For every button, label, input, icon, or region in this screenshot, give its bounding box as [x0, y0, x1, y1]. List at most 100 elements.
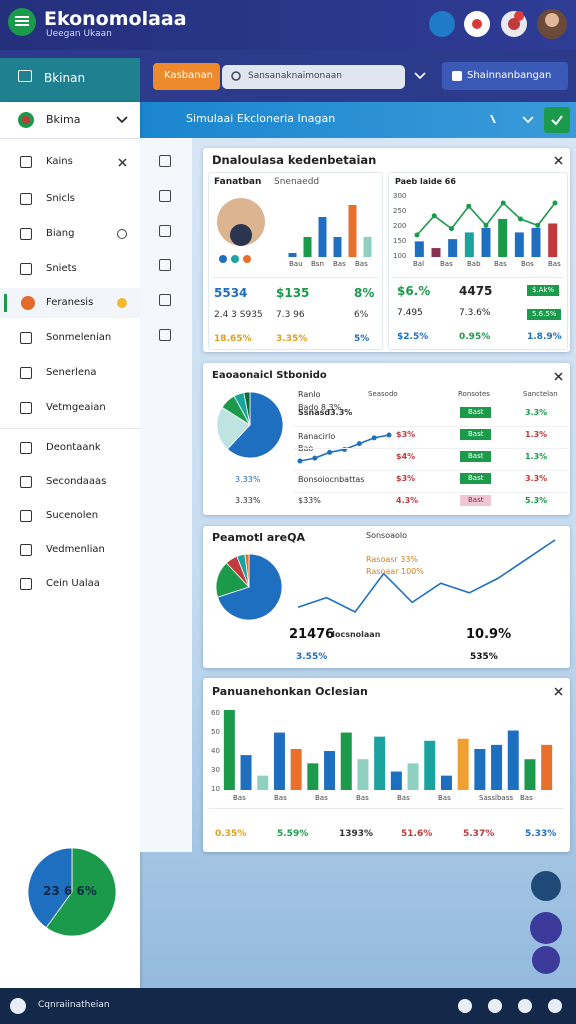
bar — [303, 237, 312, 257]
bar — [333, 237, 342, 257]
rail-icon[interactable] — [159, 294, 171, 306]
legend-entry: Bao — [298, 445, 313, 453]
stat-value: 2.4 3 S935 — [214, 310, 263, 320]
stat-value: 8% — [354, 286, 375, 300]
rail-icon[interactable] — [159, 225, 171, 237]
stat-value: 3.55% — [296, 652, 328, 662]
search-box[interactable]: Sansanaknaimonaan — [222, 65, 405, 89]
x-tick-label: Bas — [333, 260, 346, 268]
chevron-glyph — [522, 116, 534, 124]
panel: Eaoaonaicl Stbonido Ranlo Bado 8.3% Ranacir… — [203, 363, 570, 515]
y-tick-label: 50 — [211, 728, 220, 736]
close-icon[interactable] — [118, 158, 127, 167]
pie-slice — [45, 847, 117, 937]
sidebar-item[interactable]: Vetmgeaian — [0, 393, 140, 423]
bar — [548, 223, 558, 257]
search-icon — [231, 71, 241, 81]
sidebar-item[interactable]: Feranesis — [0, 288, 140, 318]
close-icon[interactable] — [554, 372, 563, 381]
sidebar-item[interactable]: Senerlena — [0, 358, 140, 388]
label: Shainnanbangan — [467, 70, 552, 81]
bar — [414, 241, 424, 257]
line-point — [483, 222, 489, 228]
item-icon — [20, 263, 32, 275]
footer-icon[interactable] — [488, 999, 502, 1013]
panel: Dnaloulasa kedenbetaian Fanatban Snenaedd B… — [203, 148, 570, 352]
rail-icon[interactable] — [159, 190, 171, 202]
bar — [541, 744, 553, 790]
y-tick-label: 100 — [393, 252, 407, 260]
stat-value: 7.3.6% — [459, 308, 491, 318]
active-accent — [4, 294, 7, 312]
legend-entry: Ranlo — [298, 390, 321, 399]
right-button-icon — [452, 71, 462, 81]
app-title: Ekonomolaaa — [44, 8, 187, 30]
sidebar-item[interactable]: Cein Ualaa — [0, 569, 140, 599]
sidebar-item[interactable]: Sonmelenian — [0, 323, 140, 353]
x-tick-label: Bau — [289, 260, 303, 268]
nav-icon — [18, 70, 32, 82]
chevron-icon[interactable] — [522, 116, 534, 124]
item-label: Sniets — [46, 263, 77, 274]
stat-value: 10.9% — [466, 627, 512, 642]
right-button[interactable]: Shainnanbangan — [442, 62, 568, 90]
sidebar-item[interactable]: Deontaank — [0, 433, 140, 463]
sidebar-selector[interactable]: Bkima — [0, 102, 140, 139]
close-icon[interactable] — [554, 687, 563, 696]
fab-chat[interactable] — [531, 871, 561, 901]
x-tick-label: Bas — [494, 260, 507, 268]
combo-chart — [414, 200, 558, 257]
summary-value: Bonsoiocnbattas — [298, 475, 365, 484]
x-tick-label: Bal — [413, 260, 425, 268]
primary-button[interactable]: Kasbanan — [153, 63, 220, 90]
nav-label: Bkinan — [44, 71, 86, 85]
item-label: Sonmelenian — [46, 332, 112, 343]
fab-doc[interactable] — [530, 912, 562, 944]
footer-icon[interactable] — [458, 999, 472, 1013]
item-icon — [20, 510, 32, 522]
table-divider — [293, 448, 568, 449]
confirm-button[interactable] — [544, 107, 570, 133]
rail-icon[interactable] — [159, 329, 171, 341]
label: Bkima — [46, 113, 81, 126]
footer-icon[interactable] — [548, 999, 562, 1013]
bar — [318, 217, 327, 257]
sidebar-item[interactable]: Secondaaas — [0, 467, 140, 497]
sidebar-item[interactable]: Biang — [0, 219, 140, 249]
chart-label: Sonsoaolo — [366, 531, 408, 540]
sidebar-item[interactable]: Vedmenlian — [0, 535, 140, 565]
apps-button[interactable] — [429, 11, 455, 37]
label: Fanatban — [214, 177, 262, 187]
bar — [340, 732, 352, 790]
sidebar-item[interactable]: Kains — [0, 147, 140, 177]
line-point — [466, 203, 472, 209]
panel-title: Panuanehonkan Oclesian — [212, 685, 368, 698]
sidebar-item[interactable]: Sniets — [0, 254, 140, 284]
item-icon — [20, 367, 32, 379]
close-icon[interactable] — [554, 156, 563, 165]
chevron-icon[interactable] — [414, 72, 426, 80]
nav-block — [0, 58, 140, 102]
bar — [514, 232, 524, 257]
line — [297, 539, 556, 614]
bar — [363, 237, 372, 257]
sidebar-item[interactable]: Sucenolen — [0, 501, 140, 531]
rail-icon[interactable] — [159, 259, 171, 271]
fab-help[interactable] — [532, 946, 560, 974]
x-tick-label: Bas — [438, 794, 451, 802]
x-tick-label: Bas — [440, 260, 453, 268]
item-label: Vetmgeaian — [46, 402, 106, 413]
x-tick-label: Bas — [520, 794, 533, 802]
rail-icon[interactable] — [159, 155, 171, 167]
item-icon — [20, 578, 32, 590]
stat-value: 0.35% — [215, 829, 247, 839]
stat-value: 5% — [354, 334, 370, 344]
bar — [524, 759, 536, 790]
item-label: Kains — [46, 156, 73, 167]
item-icon — [20, 193, 32, 205]
item-label: Senerlena — [46, 367, 97, 378]
footer-icon[interactable] — [518, 999, 532, 1013]
line-point — [297, 458, 303, 464]
bar-chart — [223, 710, 553, 790]
sidebar-item[interactable]: Snicls — [0, 184, 140, 214]
